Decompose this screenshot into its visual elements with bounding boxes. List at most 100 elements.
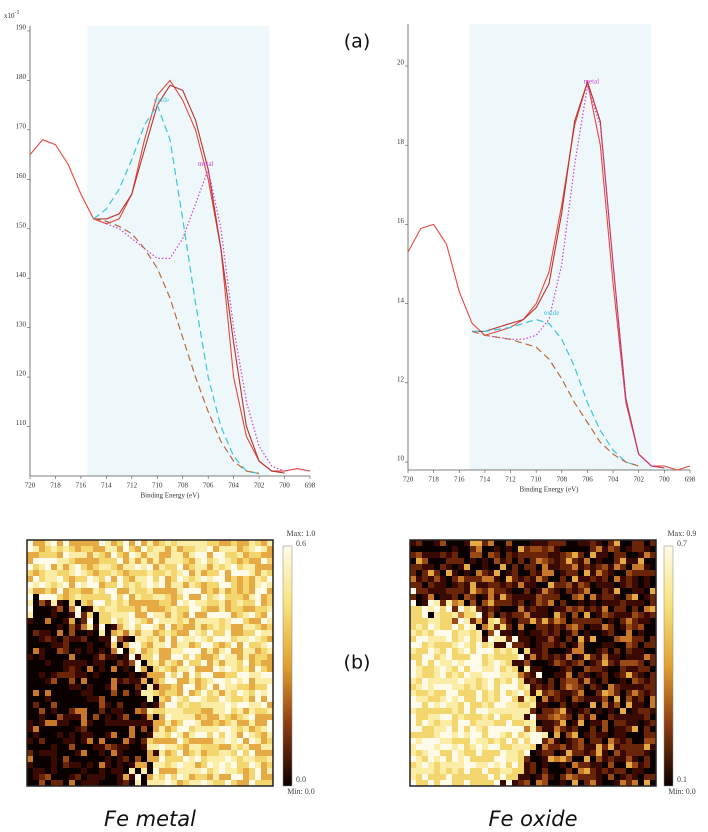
map-pixel bbox=[213, 570, 219, 576]
map-pixel bbox=[470, 690, 476, 696]
map-pixel bbox=[590, 558, 596, 564]
map-pixel bbox=[87, 738, 93, 744]
map-pixel bbox=[506, 678, 512, 684]
map-pixel bbox=[105, 636, 111, 642]
map-pixel bbox=[159, 594, 165, 600]
map-pixel bbox=[57, 594, 63, 600]
map-pixel bbox=[171, 630, 177, 636]
map-pixel bbox=[434, 672, 440, 678]
map-pixel bbox=[494, 750, 500, 756]
map-pixel bbox=[476, 546, 482, 552]
map-pixel bbox=[416, 618, 422, 624]
map-pixel bbox=[93, 612, 99, 618]
map-pixel bbox=[410, 612, 416, 618]
map-pixel bbox=[81, 678, 87, 684]
map-pixel bbox=[45, 660, 51, 666]
map-pixel bbox=[542, 720, 548, 726]
map-pixel bbox=[183, 726, 189, 732]
map-pixel bbox=[626, 570, 632, 576]
map-pixel bbox=[39, 564, 45, 570]
map-pixel bbox=[51, 696, 57, 702]
map-pixel bbox=[524, 672, 530, 678]
map-pixel bbox=[536, 672, 542, 678]
map-pixel bbox=[440, 714, 446, 720]
map-pixel bbox=[470, 678, 476, 684]
map-pixel bbox=[225, 624, 231, 630]
map-pixel bbox=[123, 714, 129, 720]
map-pixel bbox=[57, 732, 63, 738]
map-pixel bbox=[572, 588, 578, 594]
y-tick-label: 170 bbox=[16, 122, 27, 130]
map-pixel bbox=[566, 546, 572, 552]
map-pixel bbox=[201, 744, 207, 750]
map-pixel bbox=[644, 570, 650, 576]
map-pixel bbox=[638, 768, 644, 774]
map-pixel bbox=[590, 732, 596, 738]
map-pixel bbox=[147, 648, 153, 654]
map-pixel bbox=[482, 612, 488, 618]
map-pixel bbox=[596, 672, 602, 678]
map-pixel bbox=[554, 660, 560, 666]
map-pixel bbox=[572, 684, 578, 690]
map-pixel bbox=[57, 714, 63, 720]
map-pixel bbox=[39, 552, 45, 558]
map-pixel bbox=[644, 624, 650, 630]
map-pixel bbox=[135, 636, 141, 642]
map-pixel bbox=[464, 588, 470, 594]
map-pixel bbox=[153, 756, 159, 762]
map-pixel bbox=[428, 774, 434, 780]
map-pixel bbox=[452, 690, 458, 696]
map-pixel bbox=[410, 546, 416, 552]
map-pixel bbox=[189, 738, 195, 744]
map-pixel bbox=[506, 654, 512, 660]
map-pixel bbox=[147, 642, 153, 648]
map-pixel bbox=[231, 642, 237, 648]
map-pixel bbox=[626, 558, 632, 564]
map-pixel bbox=[632, 720, 638, 726]
map-pixel bbox=[159, 696, 165, 702]
map-pixel bbox=[506, 768, 512, 774]
map-pixel bbox=[99, 558, 105, 564]
map-pixel bbox=[171, 702, 177, 708]
map-pixel bbox=[27, 714, 33, 720]
map-pixel bbox=[153, 570, 159, 576]
map-pixel bbox=[69, 612, 75, 618]
map-pixel bbox=[99, 768, 105, 774]
map-pixel bbox=[488, 606, 494, 612]
map-pixel bbox=[33, 552, 39, 558]
map-pixel bbox=[111, 654, 117, 660]
map-pixel bbox=[518, 642, 524, 648]
map-pixel bbox=[165, 768, 171, 774]
map-pixel bbox=[518, 744, 524, 750]
map-pixel bbox=[111, 552, 117, 558]
map-pixel bbox=[81, 636, 87, 642]
x-tick-label: 708 bbox=[177, 482, 188, 490]
map-pixel bbox=[213, 654, 219, 660]
map-pixel bbox=[177, 654, 183, 660]
map-pixel bbox=[129, 594, 135, 600]
map-pixel bbox=[578, 606, 584, 612]
map-pixel bbox=[614, 594, 620, 600]
map-pixel bbox=[446, 756, 452, 762]
map-pixel bbox=[147, 750, 153, 756]
map-pixel bbox=[542, 618, 548, 624]
map-pixel bbox=[93, 768, 99, 774]
map-pixel bbox=[638, 690, 644, 696]
map-pixel bbox=[566, 570, 572, 576]
map-pixel bbox=[261, 702, 267, 708]
map-pixel bbox=[93, 756, 99, 762]
map-pixel bbox=[213, 744, 219, 750]
map-pixel bbox=[189, 660, 195, 666]
map-pixel bbox=[261, 618, 267, 624]
map-pixel bbox=[494, 666, 500, 672]
map-pixel bbox=[446, 660, 452, 666]
map-pixel bbox=[506, 588, 512, 594]
map-pixel bbox=[45, 618, 51, 624]
map-pixel bbox=[428, 546, 434, 552]
map-pixel bbox=[57, 558, 63, 564]
map-pixel bbox=[506, 570, 512, 576]
map-pixel bbox=[602, 570, 608, 576]
map-pixel bbox=[135, 654, 141, 660]
map-pixel bbox=[261, 564, 267, 570]
map-pixel bbox=[129, 708, 135, 714]
